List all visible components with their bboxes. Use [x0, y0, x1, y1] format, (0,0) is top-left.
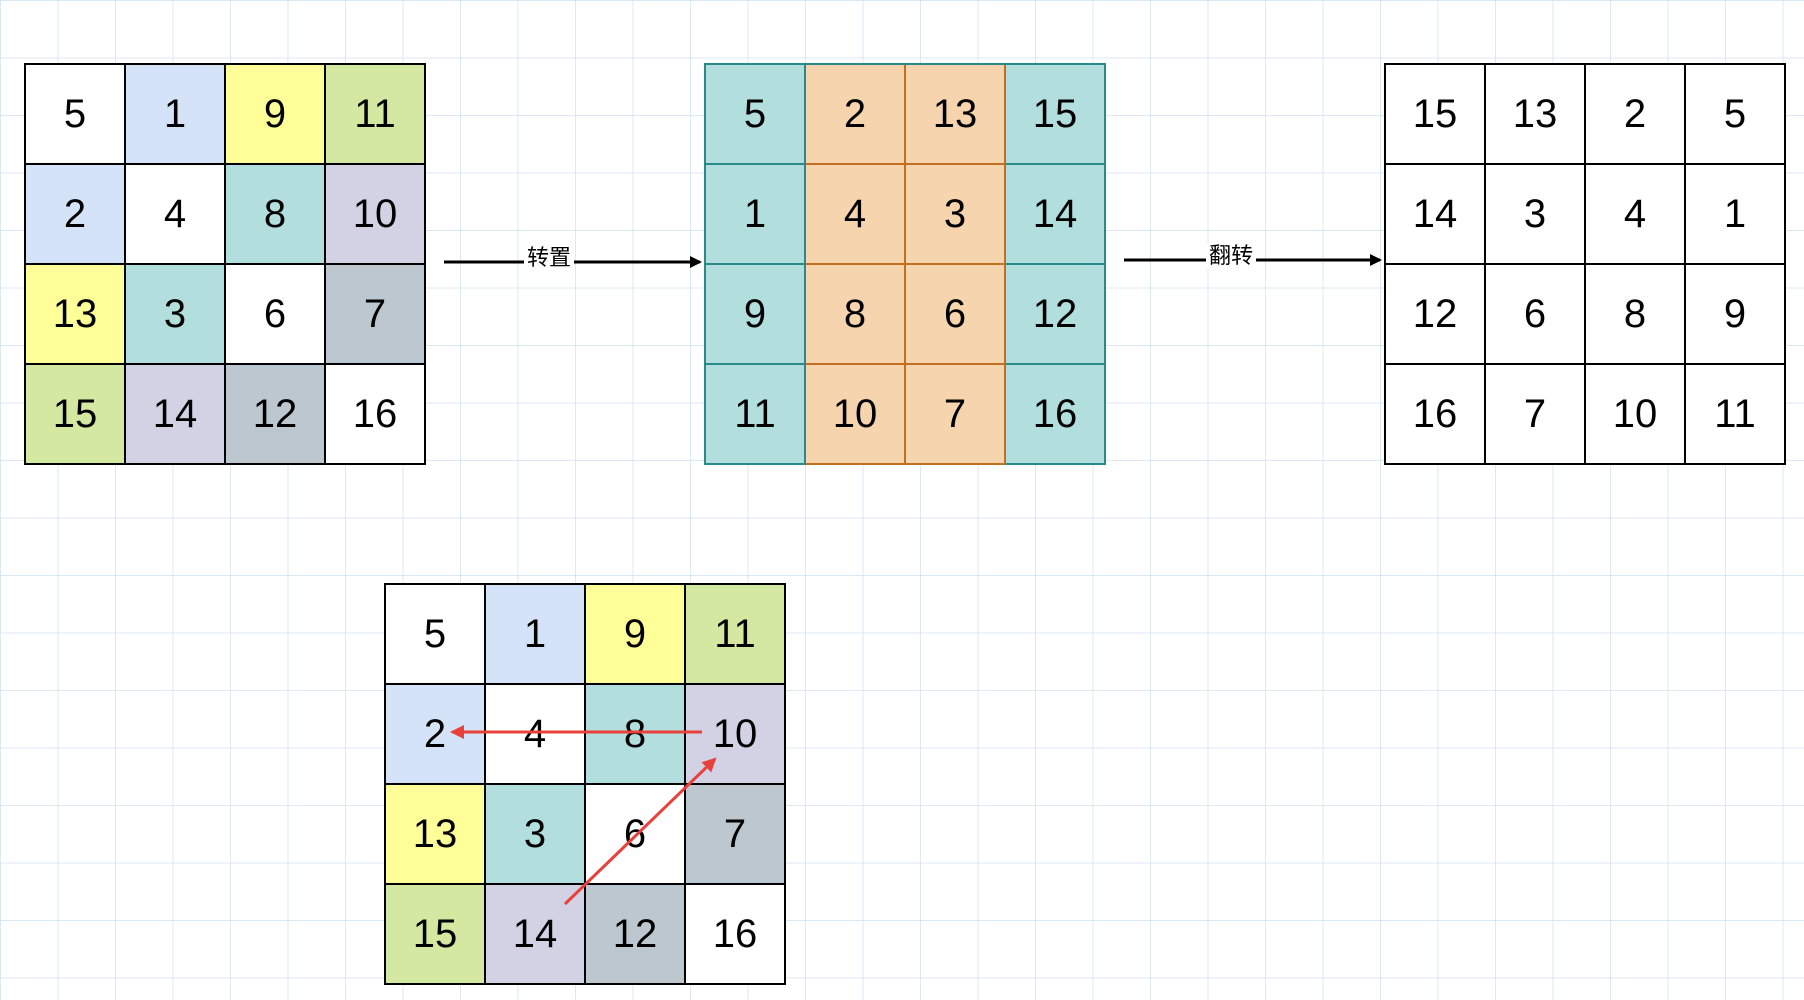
- flipped-matrix: 15 13 2 5 14 3 4 1 12 6 8 9 16 7 10 11: [1384, 63, 1786, 465]
- matrix-cell: 9: [226, 65, 326, 165]
- matrix-cell: 15: [26, 365, 126, 465]
- matrix-cell: 1: [1686, 165, 1786, 265]
- matrix-cell: 10: [686, 685, 786, 785]
- matrix-cell: 4: [126, 165, 226, 265]
- matrix-cell: 10: [1586, 365, 1686, 465]
- matrix-cell: 3: [906, 165, 1006, 265]
- matrix-cell: 2: [1586, 65, 1686, 165]
- matrix-cell: 7: [326, 265, 426, 365]
- matrix-cell: 13: [1486, 65, 1586, 165]
- matrix-cell: 9: [706, 265, 806, 365]
- matrix-cell: 8: [226, 165, 326, 265]
- matrix-cell: 1: [126, 65, 226, 165]
- matrix-cell: 16: [326, 365, 426, 465]
- matrix-cell: 13: [26, 265, 126, 365]
- matrix-cell: 7: [906, 365, 1006, 465]
- matrix-cell: 5: [26, 65, 126, 165]
- matrix-cell: 8: [1586, 265, 1686, 365]
- matrix-cell: 10: [326, 165, 426, 265]
- matrix-cell: 12: [226, 365, 326, 465]
- matrix-cell: 1: [706, 165, 806, 265]
- matrix-cell: 16: [686, 885, 786, 985]
- matrix-cell: 15: [1006, 65, 1106, 165]
- matrix-cell: 5: [1686, 65, 1786, 165]
- matrix-cell: 6: [1486, 265, 1586, 365]
- matrix-cell: 14: [1006, 165, 1106, 265]
- matrix-cell: 15: [386, 885, 486, 985]
- matrix-cell: 9: [1686, 265, 1786, 365]
- matrix-cell: 16: [1386, 365, 1486, 465]
- matrix-cell: 5: [386, 585, 486, 685]
- matrix-cell: 1: [486, 585, 586, 685]
- rotation-arrow-diagonal: [563, 757, 717, 906]
- original-matrix: 5 1 9 11 2 4 8 10 13 3 6 7 15 14 12 16: [24, 63, 426, 465]
- matrix-cell: 8: [806, 265, 906, 365]
- matrix-cell: 4: [806, 165, 906, 265]
- matrix-cell: 14: [1386, 165, 1486, 265]
- matrix-cell: 3: [1486, 165, 1586, 265]
- matrix-cell: 5: [706, 65, 806, 165]
- matrix-cell: 11: [686, 585, 786, 685]
- matrix-cell: 2: [26, 165, 126, 265]
- matrix-cell: 2: [806, 65, 906, 165]
- matrix-cell: 14: [486, 885, 586, 985]
- matrix-cell: 12: [586, 885, 686, 985]
- matrix-cell: 12: [1006, 265, 1106, 365]
- matrix-cell: 13: [386, 785, 486, 885]
- transpose-label: 转置: [524, 245, 575, 271]
- flip-label: 翻转: [1206, 243, 1257, 269]
- matrix-cell: 16: [1006, 365, 1106, 465]
- matrix-cell: 13: [906, 65, 1006, 165]
- matrix-cell: 3: [126, 265, 226, 365]
- transposed-matrix: 5 2 13 15 1 4 3 14 9 8 6 12 11 10 7 16: [704, 63, 1106, 465]
- matrix-cell: 9: [586, 585, 686, 685]
- matrix-cell: 6: [226, 265, 326, 365]
- matrix-cell: 11: [1686, 365, 1786, 465]
- matrix-cell: 14: [126, 365, 226, 465]
- matrix-cell: 7: [686, 785, 786, 885]
- matrix-cell: 11: [706, 365, 806, 465]
- matrix-cell: 3: [486, 785, 586, 885]
- matrix-cell: 4: [1586, 165, 1686, 265]
- matrix-cell: 2: [386, 685, 486, 785]
- matrix-cell: 12: [1386, 265, 1486, 365]
- matrix-cell: 7: [1486, 365, 1586, 465]
- matrix-cell: 15: [1386, 65, 1486, 165]
- matrix-cell: 8: [586, 685, 686, 785]
- matrix-cell: 10: [806, 365, 906, 465]
- matrix-cell: 11: [326, 65, 426, 165]
- matrix-cell: 6: [906, 265, 1006, 365]
